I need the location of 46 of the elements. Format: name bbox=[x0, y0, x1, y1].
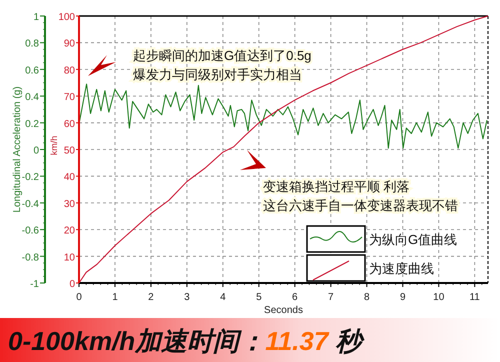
x-tick-label: 7 bbox=[328, 292, 334, 303]
annotation: 起步瞬间的加速G值达到了0.5g bbox=[133, 48, 312, 63]
y-tick-label: 70 bbox=[64, 92, 76, 104]
y-axis-title: km/h bbox=[49, 136, 59, 156]
x-tick-label: 1 bbox=[112, 292, 118, 303]
x-tick-label: 2 bbox=[148, 292, 154, 303]
line-series bbox=[78, 16, 488, 284]
y-tick-label: 0 bbox=[69, 279, 76, 290]
y-tick-label: 30 bbox=[64, 198, 76, 210]
y-tick-label: 100 bbox=[58, 12, 76, 23]
annotation: 这台六速手自一体变速器表现不错 bbox=[263, 198, 458, 213]
x-axis-title: Seconds bbox=[264, 305, 303, 316]
x-tick-label: 10 bbox=[433, 292, 445, 303]
y2-axis-title: Longitudinal Acceleration (g) bbox=[12, 86, 23, 213]
y2-tick-label: -0.6 bbox=[22, 226, 40, 237]
y-tick-label: 40 bbox=[64, 172, 76, 184]
annotation: 变速箱换挡过程平顺 利落 bbox=[263, 179, 410, 194]
y2-tick-label: -0.4 bbox=[22, 198, 40, 210]
y2-tick-label: -0.8 bbox=[22, 252, 40, 264]
y2-tick-label: -1 bbox=[30, 279, 40, 290]
y-tick-label: 50 bbox=[64, 146, 76, 156]
y-tick-label: 20 bbox=[64, 226, 76, 237]
x-tick-label: 3 bbox=[184, 292, 190, 303]
text: 0-100km/h加速时间：11.37 秒 bbox=[8, 326, 366, 356]
x-tick-label: 11 bbox=[469, 292, 480, 303]
y2-tick-label: 0.6 bbox=[25, 65, 40, 76]
x-tick-label: 9 bbox=[400, 292, 406, 303]
x-tick-label: 4 bbox=[220, 292, 226, 303]
y2-tick-label: 1 bbox=[33, 12, 40, 23]
y2-tick-label: 0.2 bbox=[25, 118, 40, 130]
y2-tick-label: 0.4 bbox=[25, 92, 40, 104]
legend-label: 为纵向G值曲线 bbox=[369, 232, 458, 247]
x-tick-label: 6 bbox=[292, 292, 298, 303]
x-tick-label: 0 bbox=[76, 292, 82, 303]
y-tick-label: 60 bbox=[64, 118, 76, 130]
annotation: 爆发力与同级别对手实力相当 bbox=[133, 67, 302, 82]
x-tick-label: 8 bbox=[364, 292, 370, 303]
y2-tick-label: 0 bbox=[33, 146, 40, 156]
y-tick-label: 80 bbox=[64, 65, 76, 76]
y2-tick-label: -0.2 bbox=[22, 172, 40, 184]
y-tick-label: 90 bbox=[64, 38, 76, 50]
y-tick-label: 10 bbox=[64, 252, 76, 264]
x-tick-label: 5 bbox=[256, 292, 262, 303]
y2-tick-label: 0.8 bbox=[25, 38, 40, 50]
legend-label: 为速度曲线 bbox=[369, 261, 434, 276]
line-series bbox=[78, 84, 488, 149]
